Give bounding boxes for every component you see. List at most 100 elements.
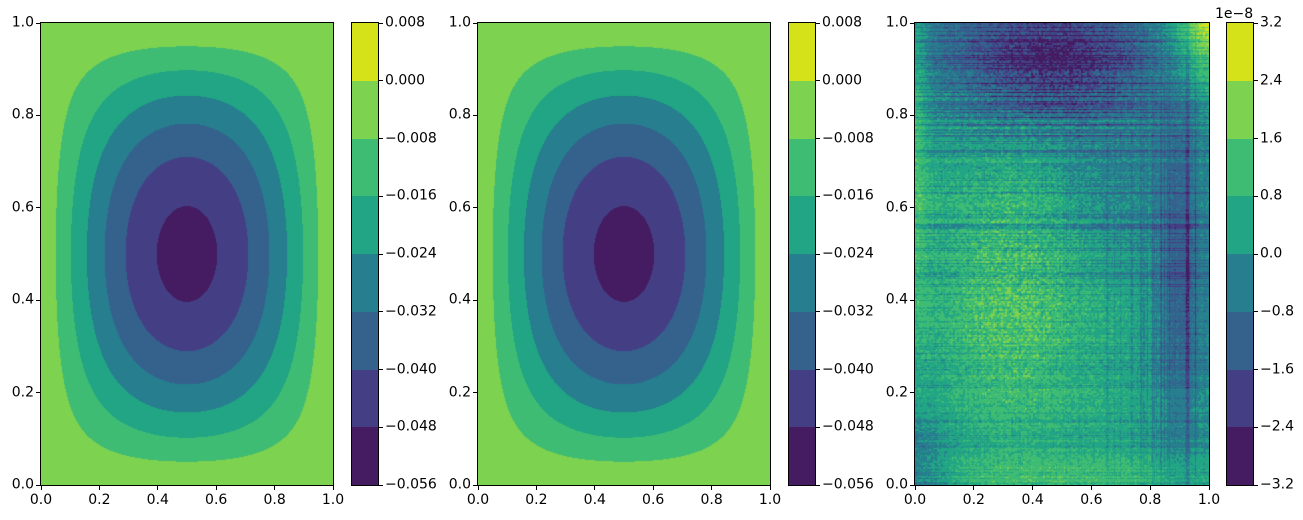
x-tick-mark <box>1149 486 1151 490</box>
x-tick-mark <box>157 486 159 490</box>
colorbar-tick-label: 0.8 <box>1260 187 1283 204</box>
x-tick-label: 0.6 <box>205 492 228 508</box>
subplot-1-colorbar <box>351 22 379 486</box>
x-tick-mark <box>535 486 537 490</box>
x-tick-label: 1.0 <box>758 492 782 508</box>
y-tick-label: 0.0 <box>448 476 471 493</box>
y-tick-mark <box>910 484 914 486</box>
colorbar-tick-label: −0.024 <box>385 245 437 262</box>
subplot-3-contour-canvas <box>915 23 1209 485</box>
y-tick-label: 0.4 <box>885 291 908 308</box>
x-tick-mark <box>274 486 276 490</box>
x-tick-mark <box>1032 486 1034 490</box>
colorbar-band <box>1227 23 1253 81</box>
x-tick-label: 0.4 <box>583 492 606 508</box>
colorbar-band <box>1227 254 1253 312</box>
y-tick-label: 0.2 <box>448 383 471 400</box>
colorbar-band <box>352 80 378 139</box>
colorbar-tick-label: −3.2 <box>1260 476 1294 493</box>
colorbar-tick-mark <box>816 426 820 428</box>
x-tick-mark <box>98 486 100 490</box>
colorbar-tick-mark <box>379 426 383 428</box>
colorbar-band <box>1227 369 1253 428</box>
colorbar-band <box>789 369 815 428</box>
colorbar-band <box>1227 80 1253 139</box>
colorbar-band <box>352 23 378 81</box>
x-tick-label: 0.0 <box>29 492 53 508</box>
colorbar-tick-label: −0.040 <box>385 360 437 377</box>
colorbar-tick-label: −0.032 <box>822 303 874 320</box>
y-tick-label: 0.4 <box>448 291 471 308</box>
x-tick-mark <box>652 486 654 490</box>
x-tick-label: 0.4 <box>1021 492 1044 508</box>
y-tick-mark <box>910 392 914 394</box>
x-tick-label: 0.4 <box>146 492 169 508</box>
colorbar-tick-label: −0.048 <box>385 418 437 435</box>
colorbar-tick-mark <box>379 369 383 370</box>
x-tick-mark <box>1208 486 1210 490</box>
colorbar-tick-label: −0.040 <box>822 360 874 377</box>
colorbar-band <box>352 369 378 428</box>
subplot-3-plot-area <box>914 22 1210 486</box>
colorbar-tick-mark <box>1254 80 1258 82</box>
colorbar-band <box>1227 196 1253 254</box>
colorbar-tick-mark <box>379 22 383 24</box>
subplot-2-contour-canvas <box>478 23 770 485</box>
y-tick-label: 0.8 <box>885 106 908 123</box>
colorbar-band <box>352 196 378 254</box>
y-tick-label: 0.2 <box>885 383 908 400</box>
y-tick-mark <box>36 484 40 486</box>
x-tick-label: 0.8 <box>700 492 723 508</box>
y-tick-mark <box>910 207 914 209</box>
y-tick-mark <box>910 299 914 301</box>
colorbar-tick-label: 1.6 <box>1260 129 1283 146</box>
colorbar-tick-label: 3.2 <box>1260 14 1283 31</box>
y-tick-mark <box>473 207 477 209</box>
x-tick-label: 1.0 <box>321 492 345 508</box>
colorbar-tick-mark <box>1254 369 1258 370</box>
x-tick-mark <box>1090 486 1092 490</box>
x-tick-label: 0.2 <box>88 492 111 508</box>
colorbar-tick-mark <box>1254 253 1258 255</box>
x-tick-label: 1.0 <box>1197 492 1221 508</box>
colorbar-band <box>789 138 815 197</box>
colorbar-tick-label: 0.0 <box>1260 245 1283 262</box>
colorbar-band <box>789 23 815 81</box>
subplot-2-plot-area <box>477 22 771 486</box>
y-tick-mark <box>473 22 477 24</box>
colorbar-tick-label: −0.056 <box>385 476 437 493</box>
x-tick-mark <box>914 486 916 490</box>
colorbar-tick-mark <box>816 369 820 370</box>
y-tick-label: 0.6 <box>885 199 908 216</box>
x-tick-label: 0.6 <box>642 492 665 508</box>
x-tick-label: 0.2 <box>525 492 548 508</box>
colorbar-tick-mark <box>1254 22 1258 24</box>
colorbar-tick-label: −0.016 <box>822 187 874 204</box>
colorbar-band <box>789 427 815 485</box>
y-tick-label: 0.0 <box>11 476 34 493</box>
colorbar-tick-mark <box>379 80 383 82</box>
colorbar-band <box>1227 138 1253 197</box>
colorbar-tick-mark <box>816 80 820 82</box>
colorbar-tick-label: −0.024 <box>822 245 874 262</box>
subplot-1-plot-area <box>40 22 334 486</box>
y-tick-label: 0.6 <box>11 199 34 216</box>
colorbar-tick-mark <box>816 22 820 24</box>
x-tick-mark <box>477 486 479 490</box>
colorbar-tick-label: −0.056 <box>822 476 874 493</box>
colorbar-offset-label: 1e−8 <box>1215 6 1254 22</box>
colorbar-tick-label: −0.008 <box>822 129 874 146</box>
colorbar-tick-mark <box>379 253 383 255</box>
x-tick-label: 0.8 <box>263 492 286 508</box>
colorbar-band <box>789 311 815 370</box>
colorbar-band <box>1227 311 1253 370</box>
colorbar-band <box>789 254 815 312</box>
subplot-3-colorbar <box>1226 22 1254 486</box>
colorbar-tick-label: −0.016 <box>385 187 437 204</box>
x-tick-label: 0.0 <box>903 492 927 508</box>
colorbar-tick-label: −0.032 <box>385 303 437 320</box>
y-tick-mark <box>36 114 40 116</box>
colorbar-tick-mark <box>816 195 820 197</box>
colorbar-tick-label: 2.4 <box>1260 72 1283 89</box>
